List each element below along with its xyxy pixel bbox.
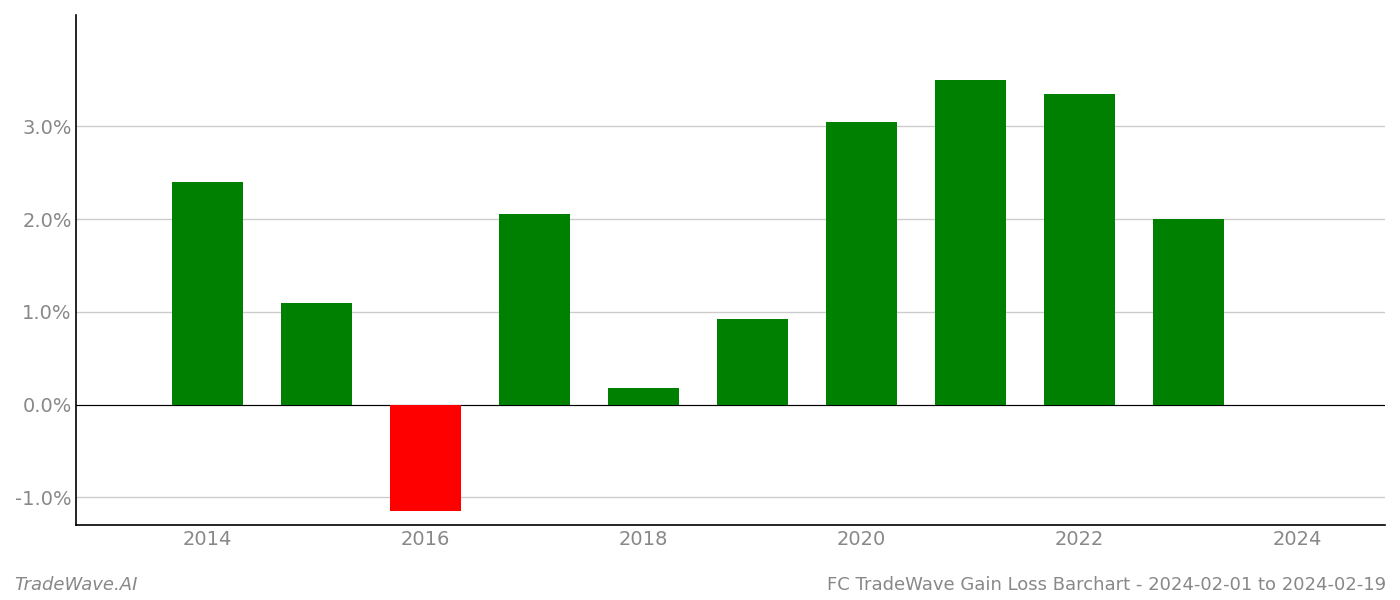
Text: TradeWave.AI: TradeWave.AI <box>14 576 137 594</box>
Text: FC TradeWave Gain Loss Barchart - 2024-02-01 to 2024-02-19: FC TradeWave Gain Loss Barchart - 2024-0… <box>827 576 1386 594</box>
Bar <box>498 214 570 404</box>
Bar <box>1154 219 1224 404</box>
Bar <box>1044 94 1116 404</box>
Bar <box>608 388 679 404</box>
Bar <box>935 80 1007 404</box>
Bar <box>826 122 897 404</box>
Bar <box>172 182 242 404</box>
Bar <box>281 302 351 404</box>
Bar <box>391 404 461 511</box>
Bar <box>717 319 788 404</box>
